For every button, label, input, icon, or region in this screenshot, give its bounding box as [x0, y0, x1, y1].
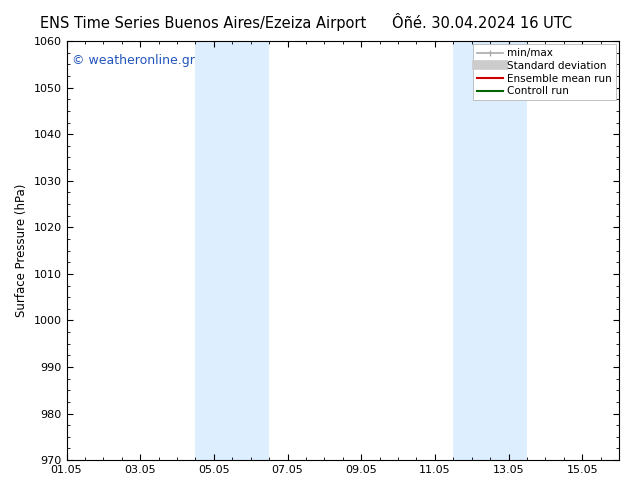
Bar — [232, 41, 269, 460]
Bar — [490, 41, 527, 460]
Legend: min/max, Standard deviation, Ensemble mean run, Controll run: min/max, Standard deviation, Ensemble me… — [472, 44, 616, 100]
Text: © weatheronline.gr: © weatheronline.gr — [72, 53, 195, 67]
Bar — [453, 41, 490, 460]
Text: ENS Time Series Buenos Aires/Ezeiza Airport: ENS Time Series Buenos Aires/Ezeiza Airp… — [40, 16, 366, 31]
Y-axis label: Surface Pressure (hPa): Surface Pressure (hPa) — [15, 184, 28, 318]
Text: Ôñé. 30.04.2024 16 UTC: Ôñé. 30.04.2024 16 UTC — [392, 16, 572, 31]
Bar — [195, 41, 232, 460]
